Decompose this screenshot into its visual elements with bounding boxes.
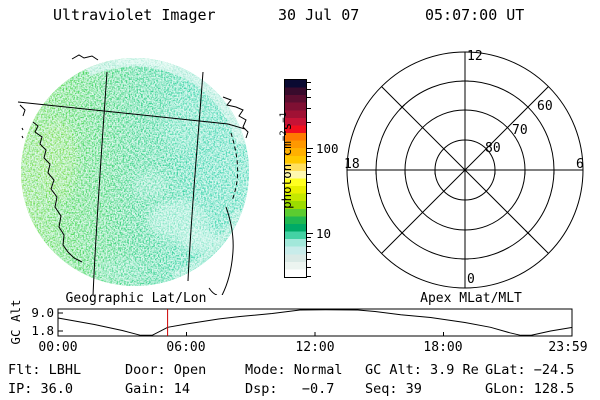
status-glat: GLat: −24.5	[485, 362, 575, 378]
status-flt: Flt: LBHL	[8, 362, 82, 378]
xtick-1800: 18:00	[423, 340, 463, 355]
meridian-line-east	[187, 71, 204, 282]
latlon-grid-lines	[17, 71, 246, 295]
gc-alt-curve	[57, 309, 572, 336]
polar-axis-ticks	[375, 80, 555, 260]
colorbar-gradient	[284, 79, 307, 278]
apex-polar-plot: 12 6 18 0 60 70 80	[344, 49, 584, 289]
latitude-line	[17, 101, 246, 130]
coastline-northeast	[222, 96, 249, 139]
colorbar-tick-100: 100	[316, 141, 339, 156]
gc-alt-axis-label: GC Alt	[8, 299, 23, 345]
colorbar-unit-label: photon cm−2s−1	[279, 111, 295, 209]
status-gc-alt: GC Alt: 3.9 Re	[365, 362, 479, 378]
mlat-label-80: 80	[485, 141, 501, 156]
coastline-east-dashed	[230, 132, 239, 202]
chart-axis-ticks	[58, 312, 444, 336]
meridian-line-west	[92, 71, 108, 295]
status-glon: GLon: 128.5	[485, 381, 575, 397]
colorbar-tick-10: 10	[316, 226, 332, 241]
coastline-west	[32, 121, 83, 263]
coastline-overlay	[19, 54, 249, 295]
page-title: Ultraviolet Imager	[53, 6, 216, 24]
ytick-1-8: 1.8	[31, 323, 54, 338]
time-label: 05:07:00 UT	[425, 6, 525, 24]
coastline-southeast	[208, 206, 234, 295]
xtick-0000: 00:00	[38, 340, 78, 355]
apex-panel-caption: Apex MLat/MLT	[420, 291, 522, 306]
mlat-label-70: 70	[512, 123, 528, 138]
mlat-label-60: 60	[537, 99, 553, 114]
polar-grid	[346, 51, 584, 289]
spoke-diag-2	[381, 86, 549, 254]
status-seq: Seq: 39	[365, 381, 422, 397]
mlt-label-6: 6	[576, 157, 584, 172]
colorbar-major-tick	[307, 148, 313, 149]
ytick-9: 9.0	[31, 305, 54, 320]
status-dsp: Dsp: −0.7	[245, 381, 335, 397]
mlt-label-12: 12	[467, 49, 483, 64]
polar-labels: 12 6 18 0 60 70 80	[344, 49, 584, 287]
xtick-2359: 23:59	[548, 340, 588, 355]
xtick-0600: 06:00	[166, 340, 206, 355]
xtick-1200: 12:00	[295, 340, 335, 355]
mlt-label-0: 0	[467, 272, 475, 287]
status-door: Door: Open	[125, 362, 207, 378]
date-label: 30 Jul 07	[278, 6, 360, 24]
gc-alt-strip-chart	[57, 308, 573, 337]
disk-texture	[21, 58, 249, 286]
coastline-left-marks	[19, 104, 26, 139]
colorbar-major-tick	[307, 233, 313, 234]
uvi-disk-image	[17, 54, 249, 295]
status-mode: Mode: Normal	[245, 362, 343, 378]
geo-panel-caption: Geographic Lat/Lon	[65, 291, 207, 306]
coastline-topleft	[71, 54, 99, 61]
mlt-label-18: 18	[344, 157, 360, 172]
status-gain: Gain: 14	[125, 381, 191, 397]
chart-frame	[57, 308, 573, 337]
status-ip: IP: 36.0	[8, 381, 74, 397]
